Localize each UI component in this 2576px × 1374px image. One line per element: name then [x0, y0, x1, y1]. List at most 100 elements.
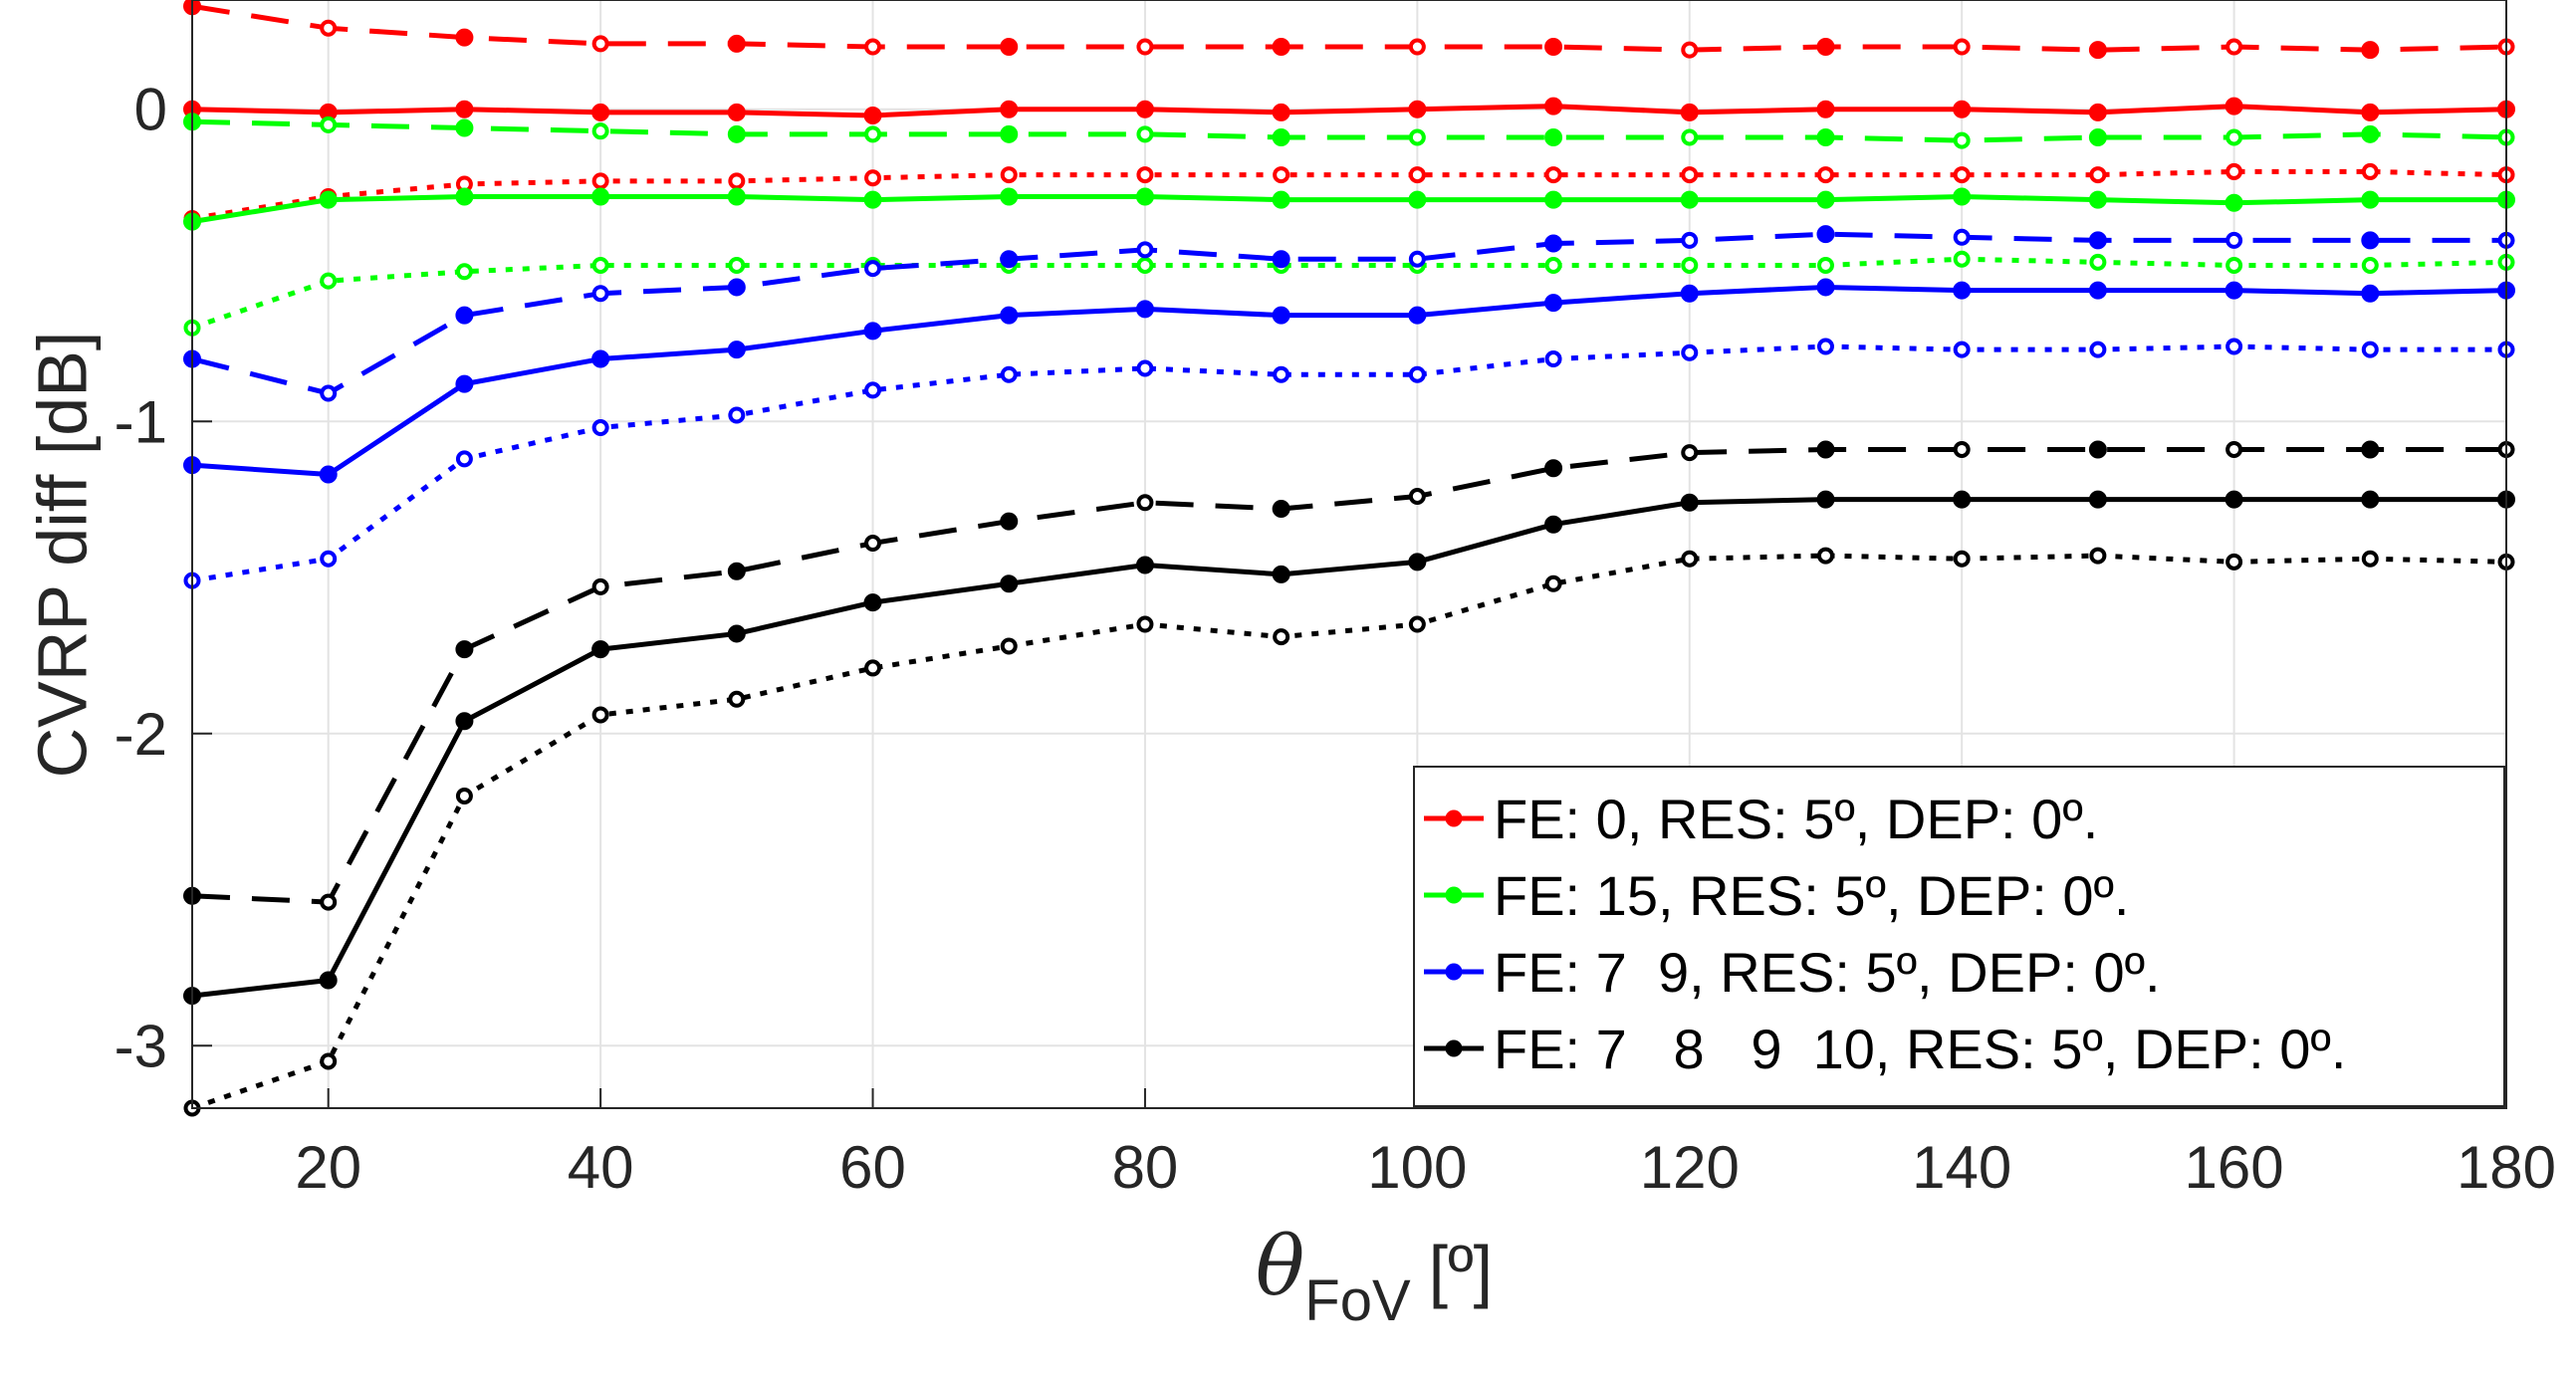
- data-point: [1953, 100, 1972, 118]
- data-point: [2361, 490, 2380, 509]
- data-point: [1135, 300, 1154, 319]
- data-point: [2361, 190, 2380, 209]
- data-point: [1000, 365, 1018, 383]
- data-point: [863, 107, 882, 125]
- legend-label: FE: 7 8 9 10, RES: 5º, DEP: 0º.: [1494, 1018, 2346, 1080]
- data-point: [455, 640, 474, 659]
- data-point: [320, 19, 338, 37]
- data-point: [2361, 284, 2380, 303]
- data-point: [2088, 490, 2107, 509]
- data-point: [2361, 162, 2379, 180]
- data-point: [2225, 193, 2243, 212]
- data-point: [1000, 166, 1018, 184]
- data-point: [2361, 103, 2380, 121]
- data-point: [1135, 100, 1154, 118]
- data-point: [1816, 278, 1835, 297]
- data-point: [1408, 250, 1426, 268]
- data-point: [727, 341, 746, 359]
- legend-swatch-marker: [1445, 809, 1463, 827]
- data-point: [1953, 38, 1971, 56]
- data-point: [591, 706, 609, 724]
- data-point: [1135, 187, 1154, 206]
- data-point: [1816, 166, 1834, 184]
- x-tick-label: 140: [1912, 1134, 2011, 1201]
- legend-box: [1413, 766, 2505, 1107]
- plot-frame: [191, 0, 2507, 1109]
- data-point: [1544, 515, 1563, 534]
- x-tick-label: 60: [839, 1134, 906, 1201]
- data-point: [1272, 38, 1290, 57]
- data-point: [1000, 250, 1019, 269]
- data-point: [1408, 100, 1427, 118]
- data-point: [2361, 440, 2380, 459]
- data-point: [591, 103, 610, 121]
- data-point: [1544, 190, 1563, 209]
- data-point: [1953, 131, 1971, 149]
- data-point: [864, 260, 882, 278]
- data-point: [1136, 256, 1154, 274]
- data-point: [864, 169, 882, 187]
- legend-label: FE: 0, RES: 5º, DEP: 0º.: [1494, 788, 2098, 850]
- data-point: [863, 593, 882, 612]
- data-point: [727, 187, 746, 206]
- data-point: [1681, 444, 1699, 462]
- legend-swatch-marker: [1445, 886, 1463, 904]
- data-point: [2089, 253, 2107, 271]
- data-point: [727, 624, 746, 643]
- data-point: [728, 406, 746, 424]
- x-tick-label: 120: [1640, 1134, 1740, 1201]
- data-point: [863, 190, 882, 209]
- data-point: [591, 172, 609, 190]
- legend-label: FE: 7 9, RES: 5º, DEP: 0º.: [1494, 941, 2161, 1004]
- data-point: [1681, 550, 1699, 568]
- data-point: [1408, 306, 1427, 325]
- data-point: [1953, 341, 1971, 358]
- x-axis-label: θFoV [º]: [1256, 1220, 1493, 1333]
- data-point: [320, 893, 338, 911]
- data-point: [1953, 250, 1971, 268]
- data-point: [591, 187, 610, 206]
- data-point: [2361, 124, 2380, 143]
- legend-item-1: FE: 0, RES: 5º, DEP: 0º.: [1424, 788, 2098, 850]
- data-point: [2088, 127, 2107, 146]
- x-axis-label-unit: [º]: [1429, 1232, 1493, 1309]
- data-point: [1816, 100, 1835, 118]
- data-point: [2225, 256, 2243, 274]
- data-point: [591, 122, 609, 140]
- legend-label: FE: 15, RES: 5º, DEP: 0º.: [1494, 864, 2129, 927]
- data-point: [1953, 490, 1972, 509]
- data-point: [2089, 547, 2107, 565]
- data-point: [1681, 344, 1699, 361]
- data-point: [1681, 256, 1699, 274]
- data-point: [1544, 574, 1562, 592]
- tick-labels: 20 40 60 80 100 120 140 160 180 0 -1 -2 -3: [115, 77, 2556, 1201]
- data-point: [1816, 490, 1835, 509]
- data-point: [1000, 100, 1019, 118]
- data-point: [1000, 38, 1019, 57]
- x-tick-label: 20: [295, 1134, 361, 1201]
- data-point: [1544, 97, 1563, 115]
- x-tick-label: 180: [2457, 1134, 2556, 1201]
- series-line-2: [183, 0, 2515, 60]
- series-line-11: [183, 440, 2515, 911]
- data-point: [1000, 637, 1018, 655]
- x-tick-label: 100: [1367, 1134, 1467, 1201]
- data-point: [1544, 166, 1562, 184]
- series-path: [191, 284, 2507, 478]
- data-point: [1681, 231, 1699, 249]
- data-point: [1273, 365, 1290, 383]
- data-point: [1408, 166, 1426, 184]
- series-line-8: [183, 225, 2515, 402]
- data-point: [320, 115, 338, 133]
- data-point: [1953, 187, 1972, 206]
- data-point: [455, 374, 474, 393]
- data-point: [455, 187, 474, 206]
- data-point: [1544, 350, 1562, 368]
- data-point: [728, 690, 746, 708]
- data-point: [1953, 166, 1971, 184]
- data-point: [863, 322, 882, 341]
- data-point: [1544, 256, 1562, 274]
- series-path: [191, 3, 2507, 53]
- data-point: [319, 971, 338, 990]
